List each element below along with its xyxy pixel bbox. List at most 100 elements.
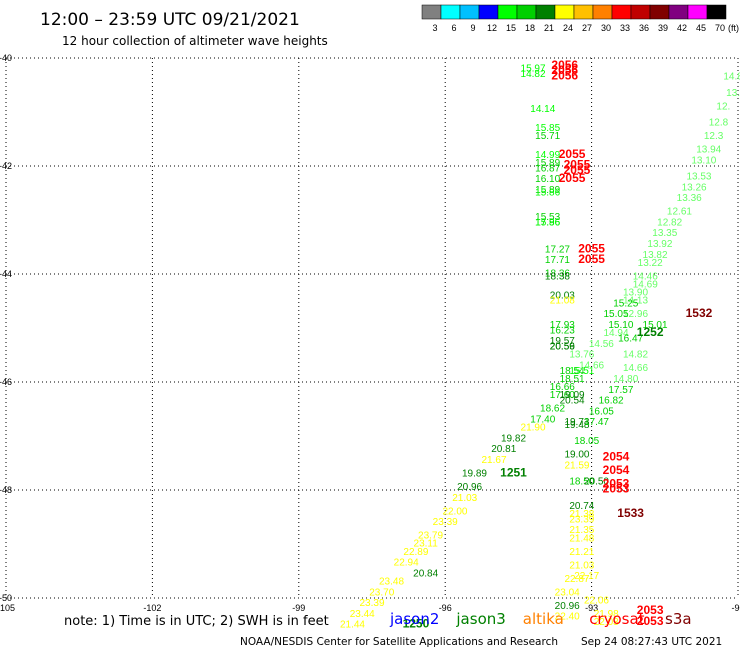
color-swatch — [630, 4, 651, 20]
color-scale-label: 27 — [582, 23, 592, 33]
wave-height-value: 21.67 — [481, 455, 506, 466]
wave-height-value: 13.92 — [647, 239, 672, 250]
wave-height-value: 21.48 — [569, 533, 594, 544]
wave-height-value: 14.13 — [623, 296, 648, 307]
wave-height-value: 18.05 — [574, 436, 599, 447]
color-scale-label: 9 — [470, 23, 475, 33]
color-swatch — [649, 4, 670, 20]
wave-height-value: 21.44 — [340, 620, 365, 631]
wave-height-value: 12.96 — [623, 309, 648, 320]
wave-height-value: 23.70 — [369, 587, 394, 598]
satellite-legend-s3a: s3a — [665, 610, 692, 628]
wave-height-value: 19.57 — [550, 336, 575, 347]
wave-height-value: 22.17 — [574, 571, 599, 582]
wave-height-value: 19.82 — [501, 433, 526, 444]
pass-number-label: 2055 — [559, 171, 586, 185]
footer-credit: NOAA/NESDIS Center for Satellite Applica… — [240, 636, 558, 648]
wave-height-value: 14.80 — [613, 374, 638, 385]
pass-number-label: 1532 — [686, 306, 713, 320]
wave-height-value: 20.03 — [550, 290, 575, 301]
satellite-legend: jason2 jason3 altika cryosat s3a — [389, 610, 692, 628]
pass-number-label: 1251 — [500, 466, 527, 480]
x-tick-label: -96 — [439, 603, 452, 613]
wave-height-value: 20.56 — [550, 342, 575, 353]
wave-height-value: 22.40 — [555, 612, 580, 623]
wave-height-value: 17.71 — [545, 255, 570, 266]
wave-height-value: 23.44 — [350, 609, 375, 620]
y-tick-label: -44 — [0, 269, 12, 279]
pass-number-label: 2055 — [578, 252, 605, 266]
wave-height-value: 15.86 — [535, 188, 560, 199]
pass-number-label: 1250 — [403, 617, 430, 631]
wave-height-value: 19.73 — [564, 417, 589, 428]
wave-height-value: 21.21 — [569, 547, 594, 558]
color-scale-label: 6 — [451, 23, 456, 33]
wave-height-value: 14.66 — [579, 361, 604, 372]
chart-title: 12:00 – 23:59 UTC 09/21/2021 — [40, 10, 300, 30]
y-tick-label: -48 — [0, 485, 12, 495]
wave-height-value: 20.81 — [491, 444, 516, 455]
color-swatch — [668, 4, 689, 20]
wave-height-value: 21.38 — [569, 509, 594, 520]
color-swatch — [573, 4, 594, 20]
wave-height-value: 22.94 — [394, 558, 419, 569]
wave-height-value: 14.69 — [633, 280, 658, 291]
wave-height-value: 12.61 — [667, 207, 692, 218]
satellite-legend-jason3: jason3 — [455, 610, 505, 628]
wave-height-value: 16.47 — [618, 334, 643, 345]
wave-height-value: 15.05 — [603, 309, 628, 320]
wave-height-value: 23.04 — [555, 587, 580, 598]
wave-height-value: 14.94 — [603, 328, 628, 339]
y-tick-label: -42 — [0, 161, 12, 171]
x-tick-label: -90 — [731, 603, 740, 613]
wave-height-value: 17.47 — [584, 417, 609, 428]
pass-number-label: 2055 — [578, 241, 605, 255]
wave-height-value: 12.8 — [709, 118, 729, 129]
wave-height-value: 19.09 — [560, 390, 585, 401]
pass-number-label: 2055 — [564, 163, 591, 177]
wave-height-value: 14.82 — [521, 69, 546, 80]
color-scale-legend: 3 6 9 12 15 18 21 24 27 30 33 36 39 42 45 70 (ft) — [421, 4, 739, 33]
pass-number-label: 2053 — [603, 476, 630, 490]
color-swatch — [687, 4, 708, 20]
wave-height-value: 13. — [726, 88, 740, 99]
color-scale-label: 39 — [658, 23, 668, 33]
wave-height-value: 18.54 — [560, 366, 585, 377]
wave-height-value: 20.84 — [413, 568, 438, 579]
color-scale-label: 15 — [506, 23, 516, 33]
wave-height-value: 23.39 — [359, 598, 384, 609]
wave-height-value: 12. — [716, 101, 730, 112]
wave-height-value: 15.01 — [643, 320, 668, 331]
color-swatch — [421, 4, 442, 20]
wave-height-value: 12.82 — [657, 217, 682, 228]
color-scale-label: 18 — [525, 23, 535, 33]
wave-height-value: 23.39 — [569, 514, 594, 525]
wave-height-value: 15.71 — [535, 131, 560, 142]
plot-area: -105 -102 -99 -96 -93 -90 -40 -42 -44 -46 -48 -50 15… — [0, 53, 740, 631]
wave-height-value: 14.14 — [530, 104, 555, 115]
color-scale-label: 45 — [696, 23, 706, 33]
wave-height-value: 20.74 — [569, 501, 594, 512]
wave-height-value: 15.51 — [569, 366, 594, 377]
color-swatch — [592, 4, 613, 20]
wave-height-value: 14.8 — [723, 72, 740, 83]
wave-height-value: 23.39 — [433, 517, 458, 528]
wave-height-value: 14.99 — [535, 150, 560, 161]
chart-subtitle: 12 hour collection of altimeter wave hei… — [62, 34, 328, 48]
wave-height-value: 16.10 — [535, 174, 560, 185]
wave-height-value: 19.48 — [564, 420, 589, 431]
wave-height-value: 17.40 — [530, 415, 555, 426]
pass-number-label: 2056 — [551, 58, 578, 72]
color-scale-label: 30 — [601, 23, 611, 33]
color-swatch — [554, 4, 575, 20]
wave-height-value: 13.90 — [623, 288, 648, 299]
wave-height-value: 23.48 — [379, 577, 404, 588]
pass-number-label: 1533 — [617, 506, 644, 520]
wave-height-value: 20.96 — [555, 601, 580, 612]
color-swatch — [459, 4, 480, 20]
pass-number-label: 2053 — [637, 614, 664, 628]
pass-number-label: 2056 — [551, 63, 578, 77]
color-swatch — [611, 4, 632, 20]
wave-height-value: 21.08 — [550, 296, 575, 307]
